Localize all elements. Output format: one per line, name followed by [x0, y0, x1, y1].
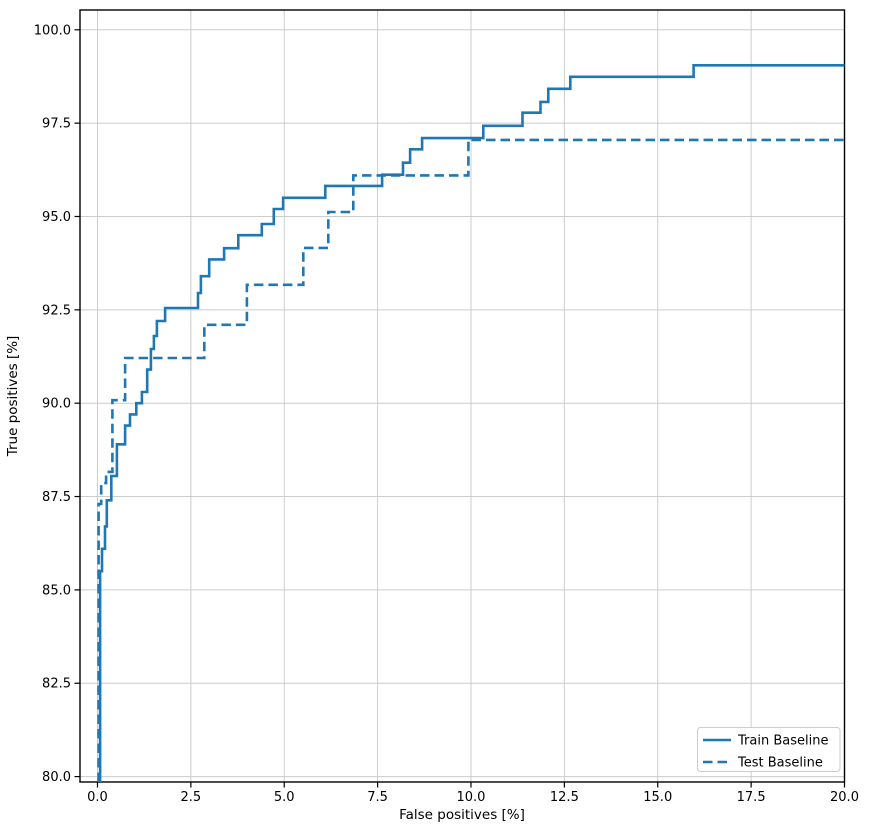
- y-tick-label: 92.5: [42, 303, 71, 318]
- legend-test-label: Test Baseline: [737, 756, 823, 771]
- plot-background: [80, 10, 845, 782]
- x-tick-label: 2.5: [181, 790, 202, 805]
- y-tick-label: 82.5: [42, 677, 71, 692]
- y-tick-label: 85.0: [42, 583, 71, 598]
- x-axis-ticks: 0.0 2.5 5.0 7.5 10.0 12.5 15.0 17.5 20.0: [87, 782, 859, 805]
- x-tick-label: 7.5: [367, 790, 388, 805]
- y-tick-label: 95.0: [42, 210, 71, 225]
- x-tick-label: 17.5: [737, 790, 766, 805]
- y-tick-label: 100.0: [34, 23, 71, 38]
- axes-spines: [79, 9, 846, 783]
- x-tick-label: 15.0: [643, 790, 672, 805]
- y-tick-label: 87.5: [42, 490, 71, 505]
- data-series: [97, 64, 845, 782]
- y-axis-label: True positives [%]: [5, 336, 21, 458]
- test-baseline-line: [97, 138, 845, 782]
- x-tick-label: 10.0: [457, 790, 486, 805]
- y-tick-label: 80.0: [42, 770, 71, 785]
- x-tick-label: 12.5: [550, 790, 579, 805]
- y-tick-label: 90.0: [42, 397, 71, 412]
- legend: Train Baseline Test Baseline: [697, 727, 841, 772]
- x-tick-label: 0.0: [87, 790, 108, 805]
- y-axis-ticks: 80.0 82.5 85.0 87.5 90.0 92.5 95.0 97.5 100.0: [34, 23, 80, 785]
- x-tick-label: 20.0: [830, 790, 859, 805]
- x-tick-label: 5.0: [274, 790, 295, 805]
- legend-train-label: Train Baseline: [737, 734, 828, 749]
- x-axis-label: False positives [%]: [399, 807, 525, 823]
- train-baseline-line: [98, 64, 845, 782]
- legend-box: [697, 727, 841, 772]
- y-tick-label: 97.5: [42, 117, 71, 132]
